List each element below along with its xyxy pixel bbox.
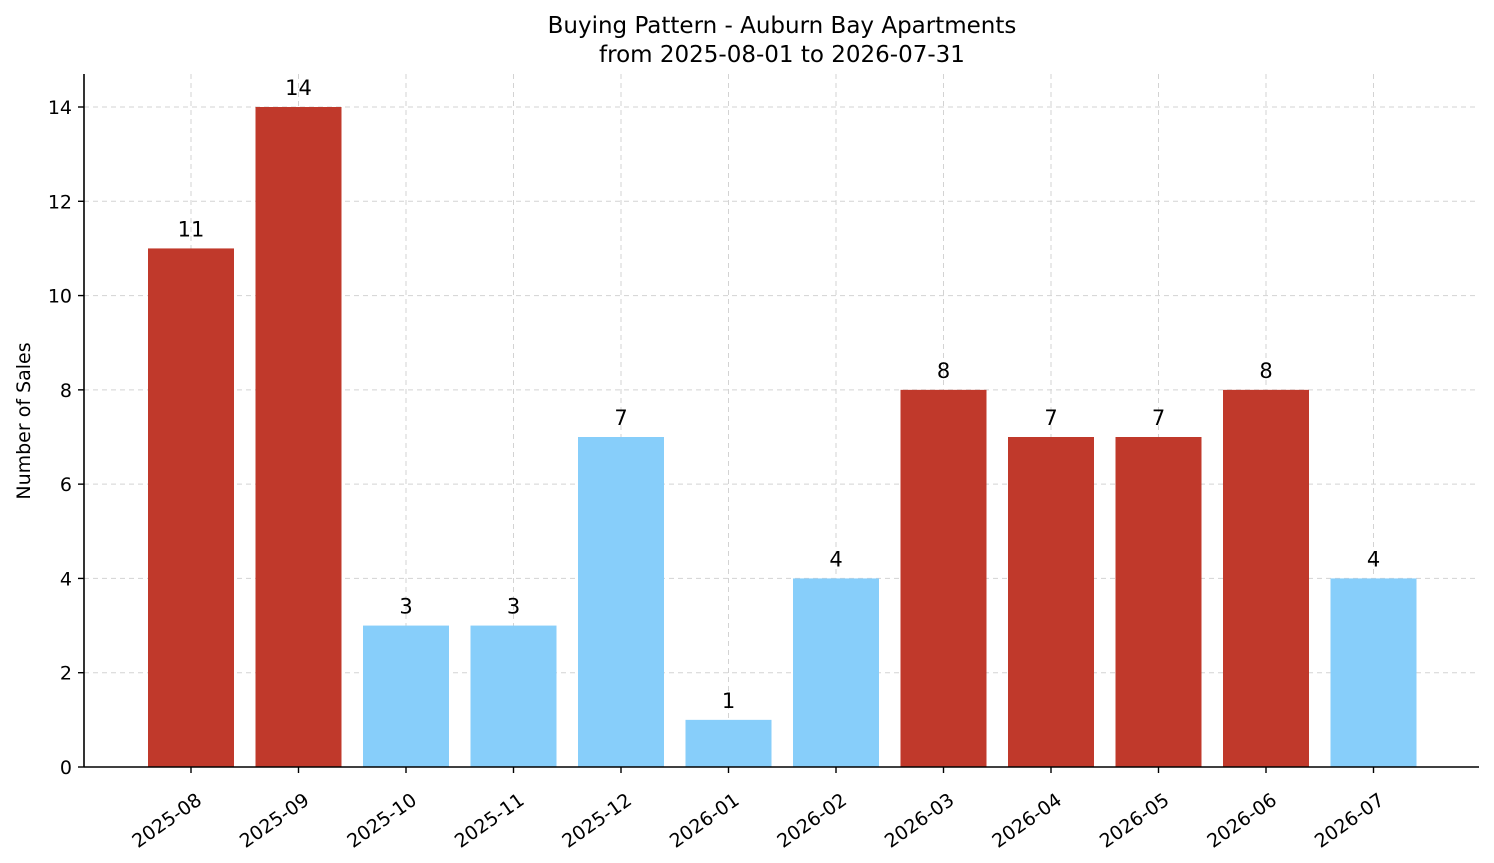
data-label: 4 <box>829 547 842 571</box>
bar-2026-06 <box>1223 389 1309 767</box>
bar-2026-01 <box>685 719 772 767</box>
axes <box>78 74 1479 773</box>
x-tick-label: 2026-07 <box>1311 789 1389 853</box>
bar-2026-02 <box>793 578 879 767</box>
data-label: 4 <box>1367 547 1380 571</box>
x-tick-label: 2026-01 <box>666 789 744 853</box>
x-tick-label: 2025-09 <box>236 789 314 853</box>
bars <box>148 107 1417 767</box>
data-label: 3 <box>399 595 412 619</box>
bar-2025-11 <box>470 625 557 767</box>
bar-2025-12 <box>578 437 664 767</box>
chart-title: Buying Pattern - Auburn Bay Apartments <box>548 13 1017 39</box>
x-tick-label: 2026-06 <box>1203 789 1281 853</box>
data-label: 1 <box>722 689 735 713</box>
chart-subtitle: from 2025-08-01 to 2026-07-31 <box>599 42 965 68</box>
x-tick-label: 2026-03 <box>881 789 959 853</box>
bar-2026-04 <box>1008 437 1094 767</box>
x-tick-label: 2025-12 <box>558 789 636 853</box>
data-label: 8 <box>1259 359 1272 383</box>
x-tick-label: 2026-05 <box>1096 789 1174 853</box>
bar-2025-10 <box>363 625 449 767</box>
y-tick-label: 4 <box>60 568 72 590</box>
x-tick-label: 2025-08 <box>128 789 206 853</box>
x-tick-label: 2026-04 <box>988 789 1066 853</box>
x-tick-label: 2025-10 <box>343 789 421 853</box>
data-label: 3 <box>507 595 520 619</box>
y-tick-label: 2 <box>60 663 72 685</box>
data-label: 8 <box>937 359 950 383</box>
bar-2025-09 <box>255 107 342 767</box>
y-tick-label: 6 <box>60 474 72 496</box>
data-label: 7 <box>614 406 627 430</box>
data-label: 7 <box>1044 406 1057 430</box>
y-tick-label: 14 <box>48 97 72 119</box>
data-label: 14 <box>285 76 312 100</box>
data-label: 7 <box>1152 406 1165 430</box>
y-tick-label: 0 <box>60 757 72 779</box>
y-tick-label: 10 <box>48 286 72 308</box>
bar-2026-07 <box>1330 578 1417 767</box>
y-axis-label: Number of Sales <box>13 342 35 499</box>
bar-2026-05 <box>1115 437 1202 767</box>
y-tick-label: 12 <box>48 191 72 213</box>
x-tick-label: 2025-11 <box>451 789 529 853</box>
data-label: 11 <box>178 217 205 241</box>
y-tick-label: 8 <box>60 380 72 402</box>
bar-2025-08 <box>148 248 234 767</box>
bar-2026-03 <box>900 389 987 767</box>
x-tick-label: 2026-02 <box>773 789 851 853</box>
